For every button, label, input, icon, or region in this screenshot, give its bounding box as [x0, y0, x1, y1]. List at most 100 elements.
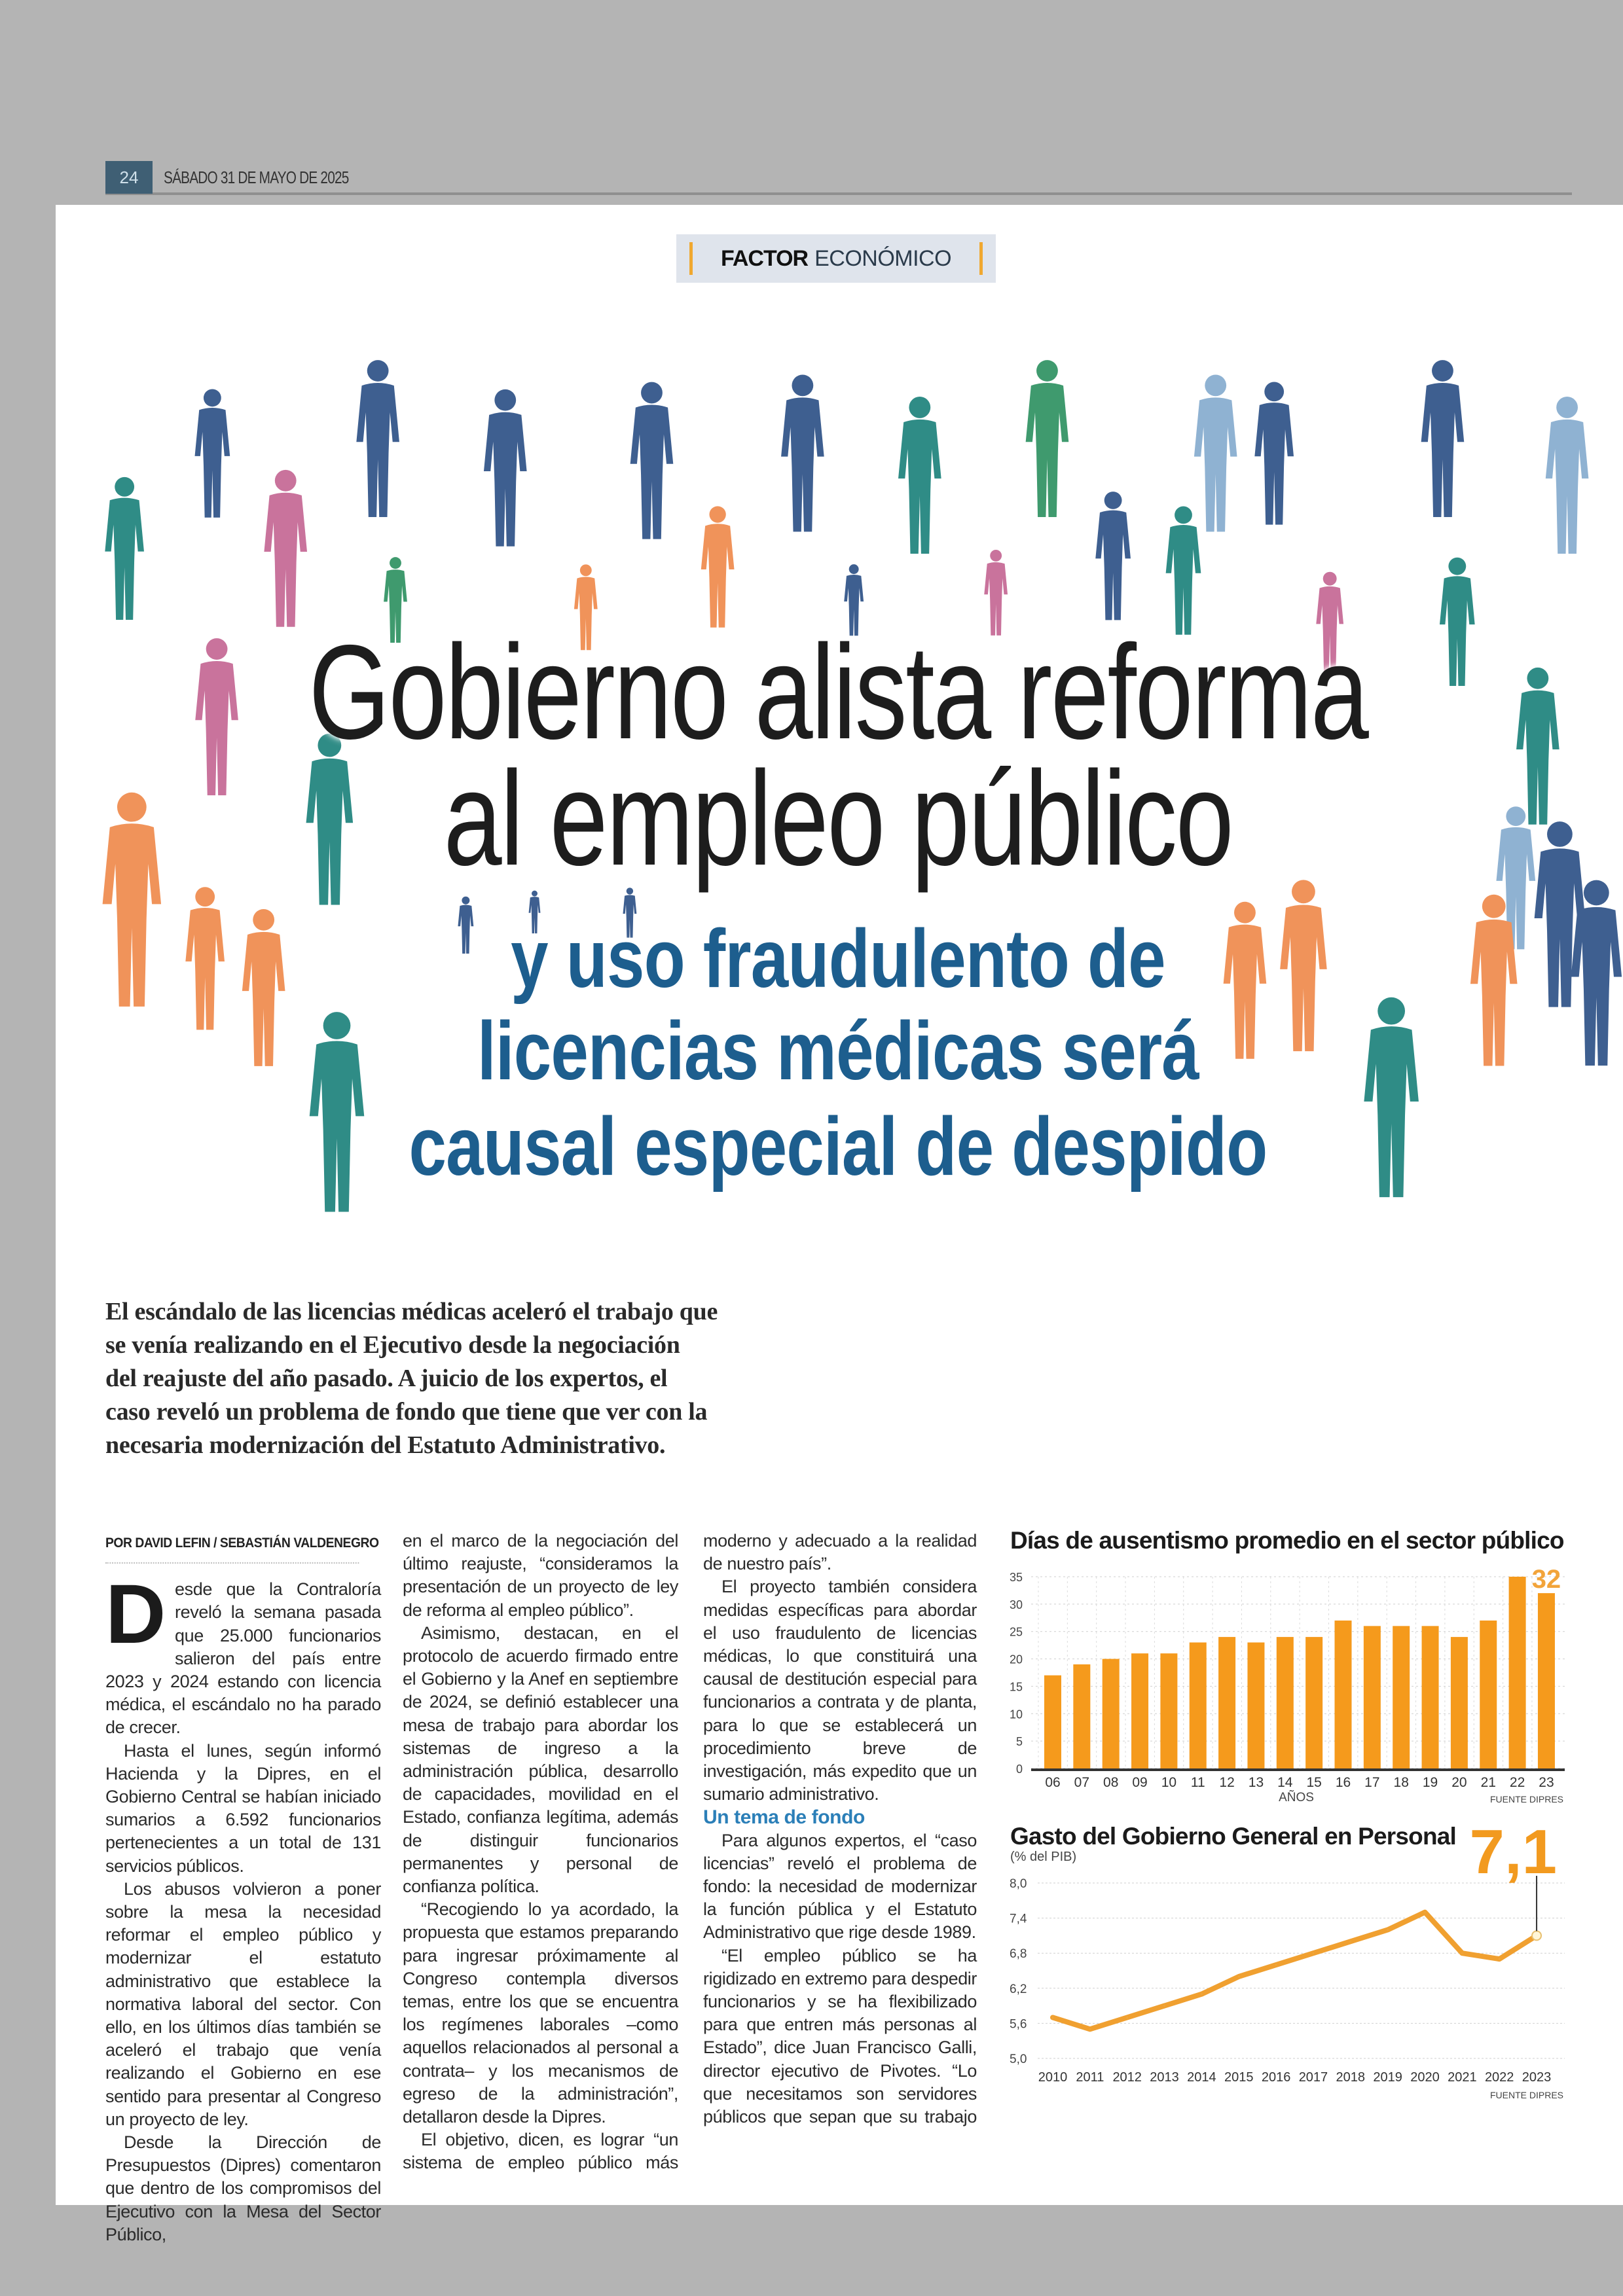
x-tick-label: 09 — [1132, 1775, 1147, 1790]
bar — [1305, 1637, 1323, 1768]
paragraph: Asimismo, destacan, en el protocolo de a… — [403, 1623, 678, 1897]
person-figure — [264, 469, 308, 627]
bar — [1537, 1593, 1555, 1768]
person-figure — [483, 389, 527, 547]
lead-line-1: El escándalo de las licencias médicas ac… — [105, 1298, 718, 1325]
person-figure — [898, 397, 941, 554]
bar — [1218, 1637, 1236, 1768]
bar — [1450, 1637, 1468, 1768]
y-tick-label: 30 — [1010, 1598, 1023, 1611]
lead-line-5: necesaria modernización del Estatuto Adm… — [105, 1431, 666, 1459]
x-tick-label: 21 — [1481, 1775, 1496, 1790]
x-tick-label: 22 — [1510, 1775, 1525, 1790]
article-column-2: en el marco de la negociación del último… — [403, 1530, 678, 2175]
person-figure — [1421, 360, 1465, 518]
lead-line-2: se venía realizando en el Ejecutivo desd… — [105, 1331, 680, 1359]
article-column-1: POR DAVID LEFIN / SEBASTIÁN VALDENEGRO D… — [105, 1532, 381, 2246]
x-tick-label: 06 — [1045, 1775, 1060, 1790]
x-tick-label: 2016 — [1262, 2070, 1291, 2085]
highlight-value-label: 7,1 — [1470, 1817, 1557, 1887]
person-figure — [1254, 382, 1294, 525]
bar — [1276, 1637, 1294, 1768]
x-tick-label: 2013 — [1150, 2070, 1179, 2085]
paragraph: “Recogiendo lo ya acordado, la propuesta… — [403, 1899, 678, 2127]
paragraph: “El empleo público se ha rigidizado en e… — [703, 1945, 977, 2127]
person-figure — [185, 887, 225, 1030]
chart-1-title: Días de ausentismo promedio en el sector… — [1010, 1527, 1565, 1554]
bar — [1247, 1642, 1265, 1768]
bar — [1508, 1577, 1526, 1768]
person-figure — [1025, 360, 1069, 518]
person-figure — [1534, 821, 1586, 1007]
bar — [1393, 1626, 1410, 1768]
x-tick-label: 14 — [1277, 1775, 1293, 1790]
paragraph: El objetivo, dicen, es lograr “un sistem… — [403, 2130, 678, 2173]
person-figure — [1516, 667, 1559, 825]
bar — [1073, 1664, 1091, 1768]
issue-date: SÁBADO 31 DE MAYO DE 2025 — [164, 168, 349, 187]
x-tick-label: 16 — [1336, 1775, 1351, 1790]
person-figure — [309, 1012, 365, 1212]
headline-line-1: Gobierno alista reforma — [308, 617, 1368, 767]
section-tag: FACTOR ECONÓMICO — [676, 234, 996, 283]
paragraph: Los abusos volvieron a poner sobre la me… — [105, 1878, 381, 2129]
lead-line-3: del reajuste del año pasado. A juicio de… — [105, 1365, 668, 1392]
section-tag-light: ECONÓMICO — [814, 245, 952, 271]
y-tick-label: 6,8 — [1010, 1947, 1027, 1961]
x-tick-label: 2022 — [1485, 2070, 1514, 2085]
bar — [1363, 1626, 1381, 1768]
drop-cap: D — [105, 1568, 166, 1662]
y-tick-label: 20 — [1010, 1653, 1023, 1666]
x-tick-label: 11 — [1191, 1775, 1205, 1790]
byline: POR DAVID LEFIN / SEBASTIÁN VALDENEGRO — [105, 1532, 379, 1564]
subheadline-line-2: licencias médicas será — [477, 1005, 1199, 1097]
person-figure — [1095, 492, 1131, 620]
x-tick-label: 20 — [1451, 1775, 1467, 1790]
chart-2-subtitle: (% del PIB) — [1010, 1850, 1077, 1864]
paragraph: esde que la Contraloría reveló la semana… — [105, 1579, 381, 1738]
person-figure — [194, 389, 230, 518]
x-tick-label: 2021 — [1448, 2070, 1477, 2085]
y-tick-label: 0 — [1016, 1763, 1023, 1776]
person-figure — [242, 908, 285, 1066]
bar — [1102, 1659, 1120, 1768]
person-figure — [102, 792, 162, 1007]
headline-line-2: al empleo público — [443, 744, 1234, 893]
person-figure — [1223, 901, 1267, 1059]
personnel-spending-line-chart: 5,0 5,6 6,2 6,8 7,4 8,0 2010 2011 2012 2013 2014 20… — [1010, 1817, 1565, 2100]
x-tick-label: 2020 — [1410, 2070, 1440, 2085]
person-figure — [1194, 374, 1237, 532]
source-label: FUENTE DIPRES — [1490, 1794, 1563, 1804]
x-tick-label: 2014 — [1187, 2070, 1216, 2085]
person-figure — [781, 374, 824, 532]
paragraph: Desde la Dirección de Presupuestos (Dipr… — [105, 2132, 381, 2244]
person-figure — [1439, 557, 1475, 687]
x-tick-label: 10 — [1161, 1775, 1176, 1790]
person-figure — [356, 360, 399, 518]
person-figure — [458, 896, 474, 954]
x-tick-label: 2010 — [1038, 2070, 1068, 2085]
chart-2-title: Gasto del Gobierno General en Personal — [1010, 1823, 1457, 1850]
y-tick-label: 5 — [1016, 1735, 1023, 1748]
person-figure — [105, 476, 144, 620]
x-tick-label: 17 — [1364, 1775, 1379, 1790]
y-tick-label: 5,6 — [1010, 2017, 1027, 2031]
bar — [1421, 1626, 1439, 1768]
y-tick-label: 35 — [1010, 1571, 1023, 1584]
paragraph: en el marco de la negociación del último… — [403, 1531, 678, 1620]
page-number: 24 — [105, 161, 153, 194]
x-tick-label: 18 — [1394, 1775, 1409, 1790]
series-line — [1050, 1909, 1540, 2032]
article-column-3: moderno y adecuado a la realidad de nues… — [703, 1530, 977, 2128]
y-tick-label: 6,2 — [1010, 1982, 1027, 1996]
x-tick-label: 15 — [1306, 1775, 1321, 1790]
x-tick-label: 2012 — [1112, 2070, 1142, 2085]
y-tick-label: 10 — [1010, 1708, 1023, 1721]
x-tick-label: 2023 — [1522, 2070, 1552, 2085]
paragraph: Hasta el lunes, según informó Hacienda y… — [105, 1740, 381, 1876]
x-tick-label: 12 — [1219, 1775, 1234, 1790]
person-figure — [630, 382, 674, 539]
y-tick-label: 7,4 — [1010, 1912, 1027, 1926]
x-tick-label: 08 — [1103, 1775, 1118, 1790]
x-axis-label: AÑOS — [1279, 1790, 1314, 1804]
